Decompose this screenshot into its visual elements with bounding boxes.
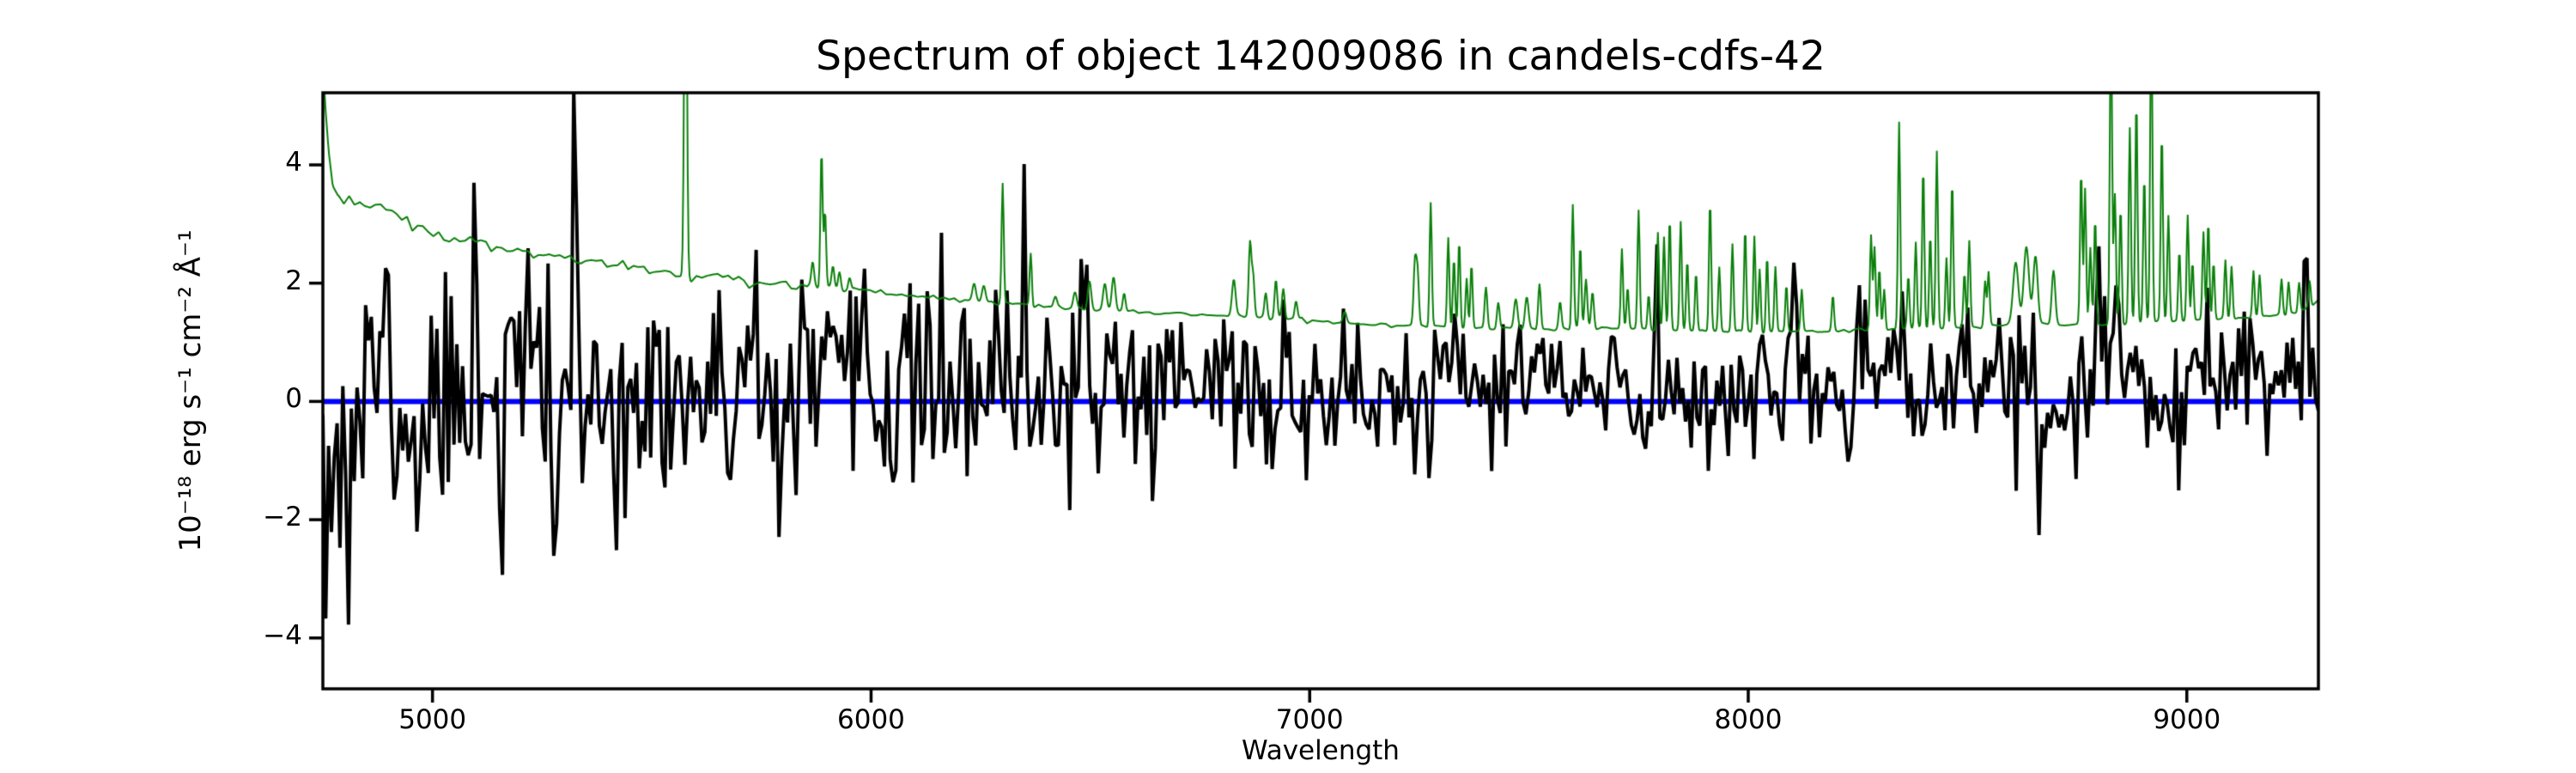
x-tick-label: 9000 bbox=[2153, 704, 2221, 735]
x-axis-label: Wavelength bbox=[1242, 735, 1400, 766]
y-tick-label: −4 bbox=[263, 619, 302, 651]
x-tick-label: 6000 bbox=[837, 704, 905, 735]
y-tick-label: 0 bbox=[285, 383, 302, 415]
x-tick-label: 8000 bbox=[1714, 704, 1783, 735]
chart-title: Spectrum of object 142009086 in candels-… bbox=[816, 33, 1826, 80]
y-tick-label: 4 bbox=[285, 146, 302, 178]
y-tick-label: 2 bbox=[285, 265, 302, 296]
x-tick-label: 5000 bbox=[398, 704, 467, 735]
x-tick-label: 7000 bbox=[1275, 704, 1344, 735]
y-tick-label: −2 bbox=[263, 502, 302, 533]
